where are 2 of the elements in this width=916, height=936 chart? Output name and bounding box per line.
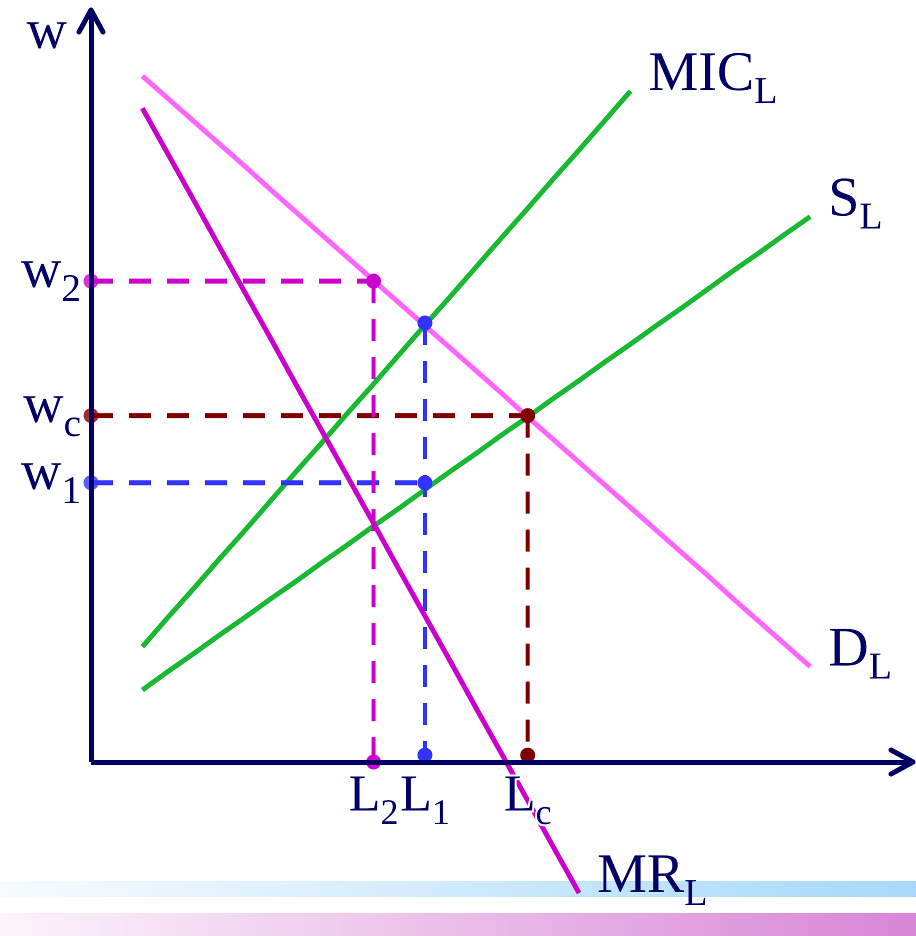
y-axis-title: w xyxy=(26,0,68,61)
text: w$_{2}$ xyxy=(20,238,81,310)
